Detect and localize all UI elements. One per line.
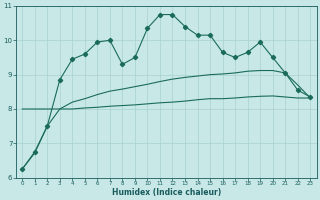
X-axis label: Humidex (Indice chaleur): Humidex (Indice chaleur) — [112, 188, 221, 197]
